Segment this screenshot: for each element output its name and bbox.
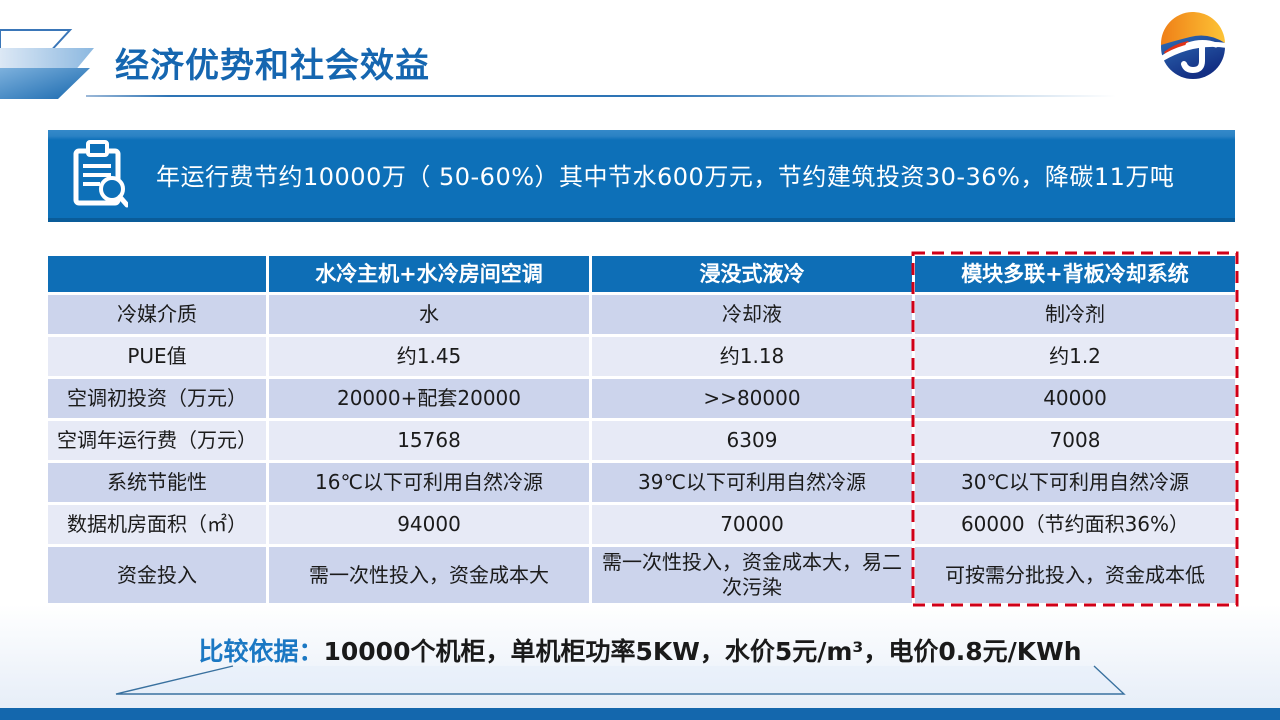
table-cell: 16℃以下可利用自然冷源 (269, 463, 589, 502)
table-header-cell: 浸没式液冷 (592, 256, 912, 292)
table-cell: 需一次性投入，资金成本大 (269, 547, 589, 603)
table-cell: 40000 (915, 379, 1235, 418)
note-label: 比较依据： (198, 637, 324, 666)
row-label: 资金投入 (48, 547, 266, 603)
table-cell: 需一次性投入，资金成本大，易二次污染 (592, 547, 912, 603)
row-label: 空调年运行费（万元） (48, 421, 266, 460)
table-cell: 制冷剂 (915, 295, 1235, 334)
page-title: 经济优势和社会效益 (115, 46, 430, 86)
table-cell: 约1.18 (592, 337, 912, 376)
table-cell: 94000 (269, 505, 589, 544)
table-cell: 70000 (592, 505, 912, 544)
table-cell: 20000+配套20000 (269, 379, 589, 418)
table-cell: 7008 (915, 421, 1235, 460)
row-label: 冷媒介质 (48, 295, 266, 334)
table-cell: 可按需分批投入，资金成本低 (915, 547, 1235, 603)
table-cell: 水 (269, 295, 589, 334)
comparison-table: 水冷主机+水冷房间空调 浸没式液冷 模块多联+背板冷却系统 冷媒介质 水 冷却液… (48, 256, 1235, 603)
banner-text: 年运行费节约10000万（ 50-60%）其中节水600万元，节约建筑投资30-… (156, 162, 1175, 191)
bottom-decoration-icon (115, 665, 1126, 695)
table-header-cell: 模块多联+背板冷却系统 (915, 256, 1235, 292)
company-logo-icon (1160, 12, 1227, 79)
table-cell: 冷却液 (592, 295, 912, 334)
bottom-bar (0, 708, 1280, 720)
key-figures-banner: 年运行费节约10000万（ 50-60%）其中节水600万元，节约建筑投资30-… (48, 130, 1235, 222)
table-header-cell (48, 256, 266, 292)
table-cell: >>80000 (592, 379, 912, 418)
table-cell: 60000（节约面积36%） (915, 505, 1235, 544)
comparison-basis-note: 比较依据：10000个机柜，单机柜功率5KW，水价5元/m³，电价0.8元/KW… (0, 632, 1280, 668)
row-label: PUE值 (48, 337, 266, 376)
table-cell: 30℃以下可利用自然冷源 (915, 463, 1235, 502)
clipboard-search-icon (73, 140, 128, 208)
title-underline (86, 95, 1116, 97)
table-cell: 约1.45 (269, 337, 589, 376)
table-header-cell: 水冷主机+水冷房间空调 (269, 256, 589, 292)
row-label: 系统节能性 (48, 463, 266, 502)
row-label: 数据机房面积（㎡） (48, 505, 266, 544)
table-cell: 约1.2 (915, 337, 1235, 376)
row-label: 空调初投资（万元） (48, 379, 266, 418)
table-cell: 39℃以下可利用自然冷源 (592, 463, 912, 502)
table-cell: 6309 (592, 421, 912, 460)
note-text: 10000个机柜，单机柜功率5KW，水价5元/m³，电价0.8元/KWh (323, 637, 1082, 666)
table-cell: 15768 (269, 421, 589, 460)
corner-decoration-icon (0, 29, 94, 99)
